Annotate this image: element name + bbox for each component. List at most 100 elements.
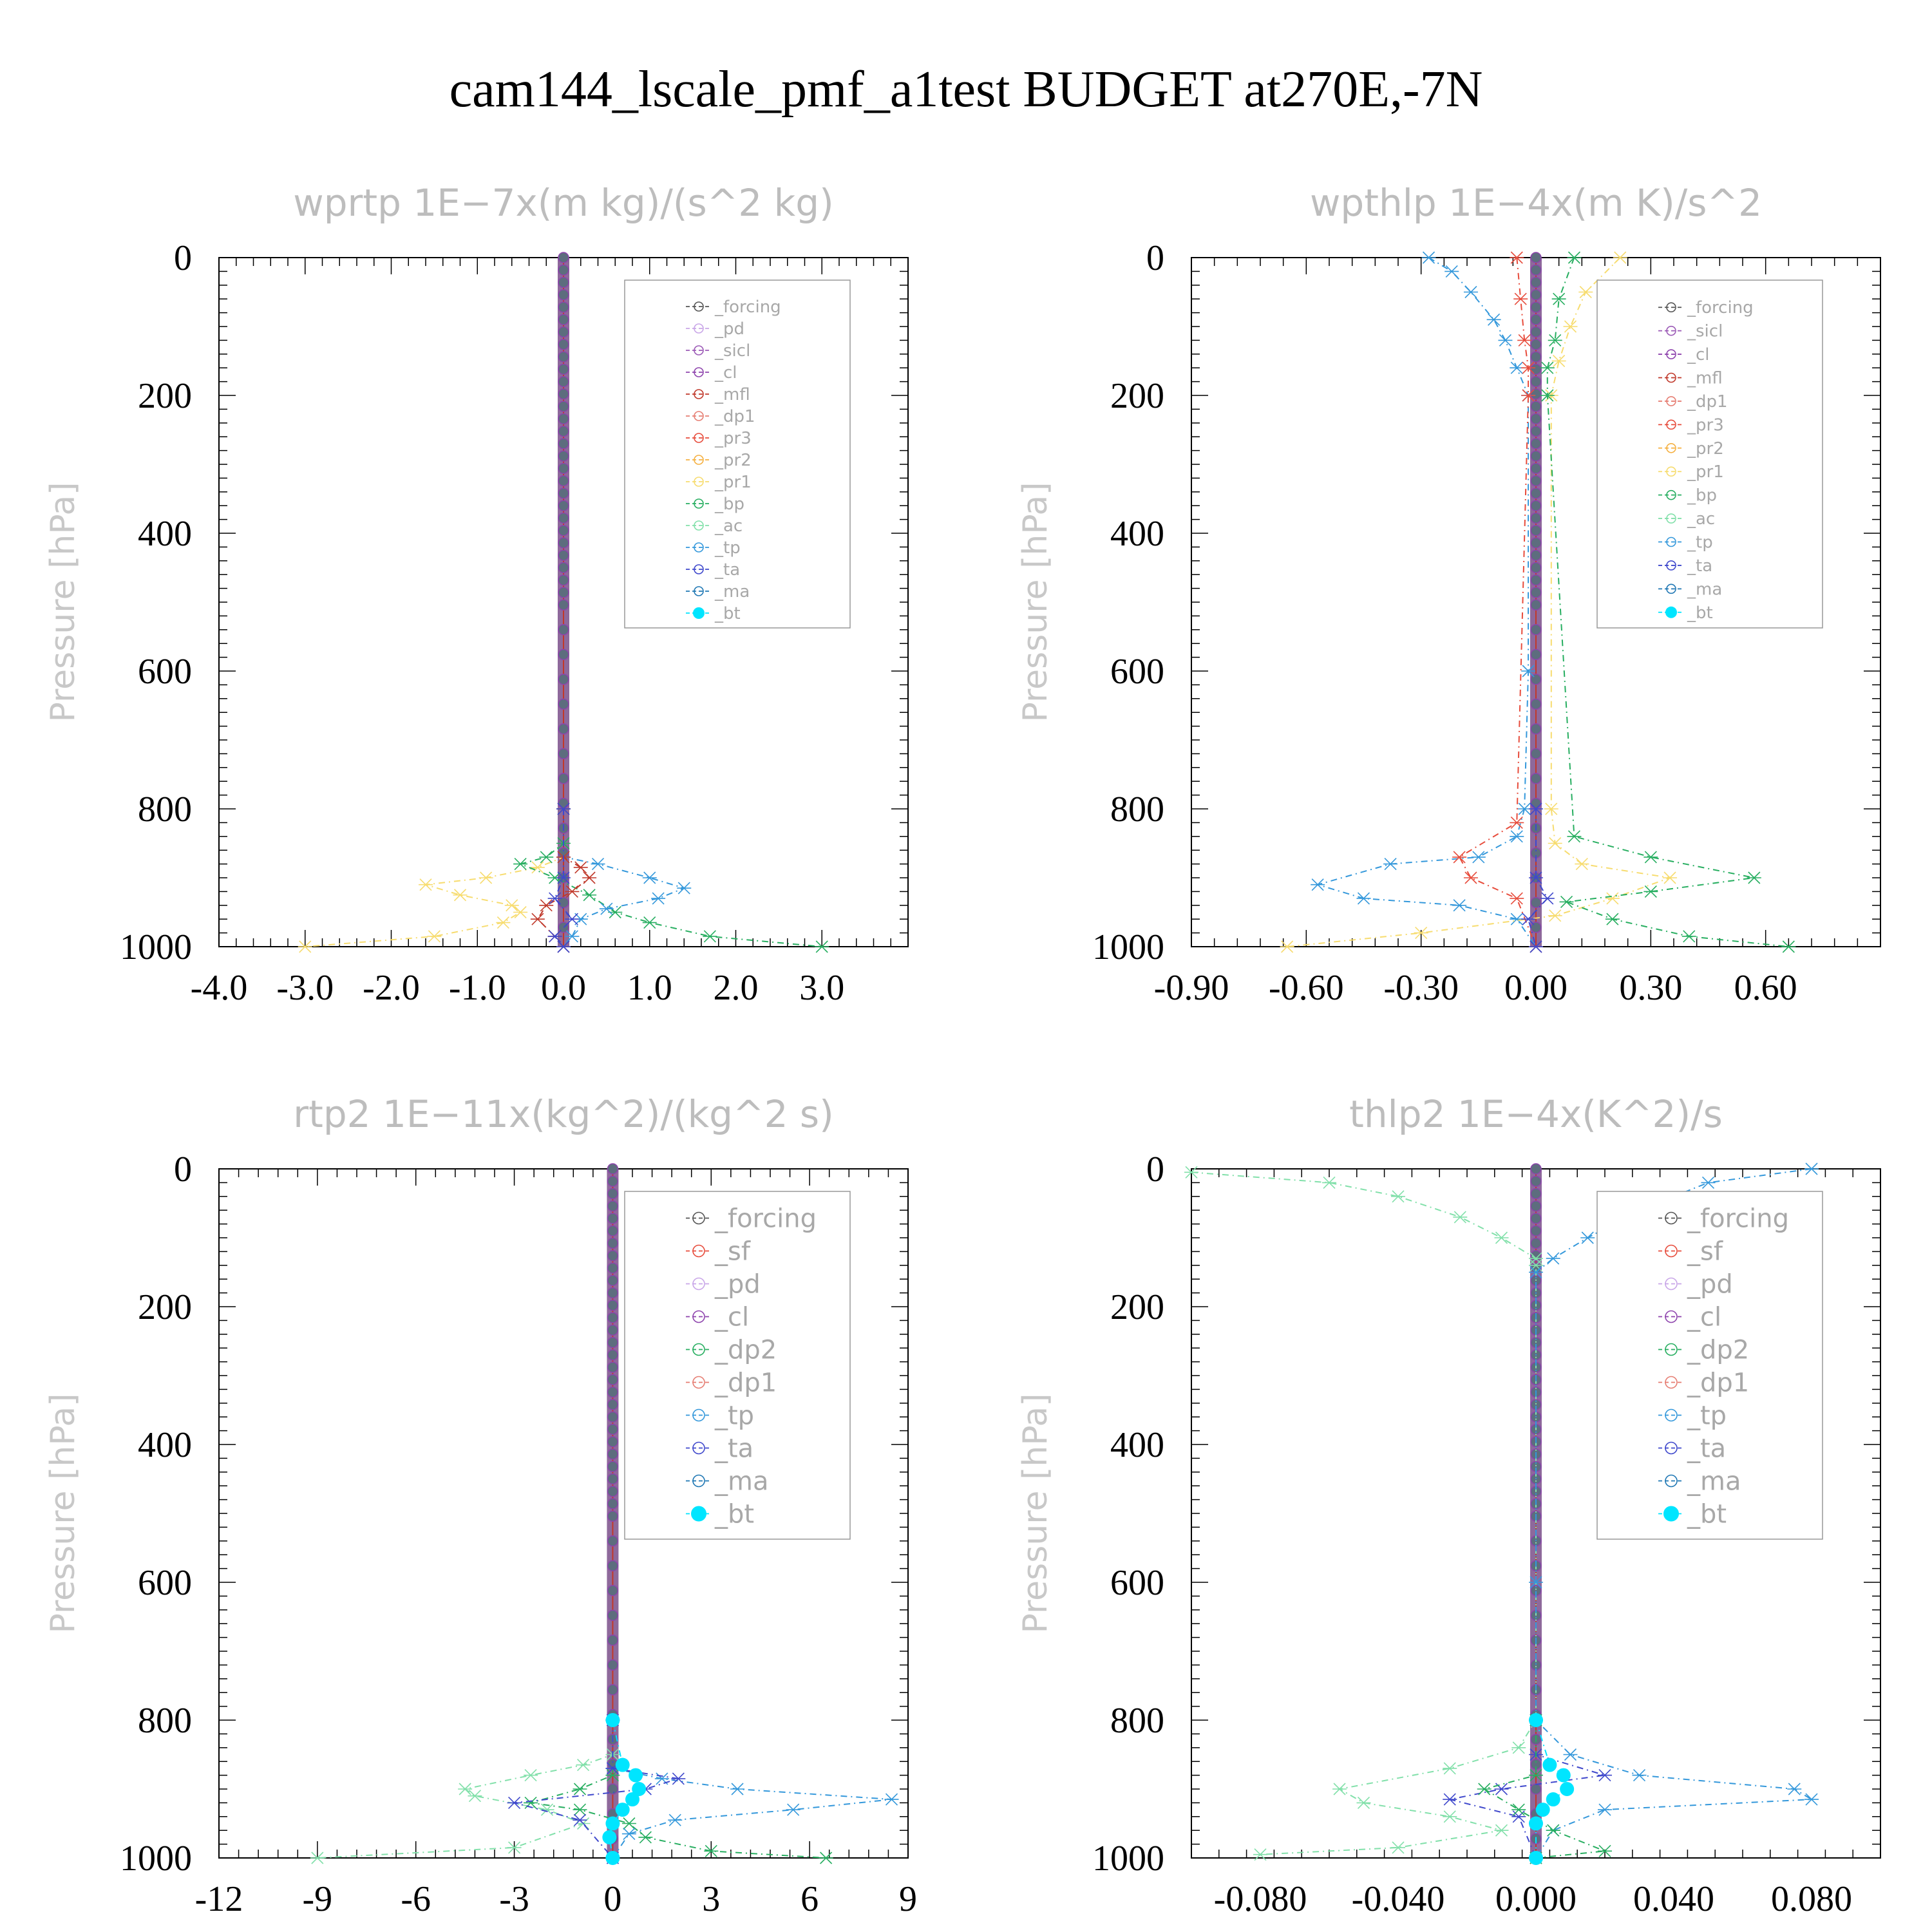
series-pr3 bbox=[1452, 251, 1543, 953]
zero-series-point bbox=[607, 1374, 619, 1386]
series-point bbox=[556, 802, 571, 815]
zero-series-point bbox=[558, 375, 569, 388]
series-point bbox=[1311, 878, 1325, 891]
series-point bbox=[1540, 389, 1555, 402]
legend-swatch-marker bbox=[694, 345, 704, 355]
zero-series-point bbox=[1530, 562, 1542, 574]
zero-series-point bbox=[558, 797, 569, 810]
series-point bbox=[1529, 1816, 1543, 1831]
series-line bbox=[1458, 257, 1537, 947]
legend-swatch-marker bbox=[1666, 442, 1676, 453]
legend-swatch-marker bbox=[1666, 302, 1676, 313]
zero-series-point bbox=[1530, 388, 1542, 400]
zero-series-point bbox=[558, 500, 569, 511]
series-point bbox=[1452, 851, 1467, 864]
x-tick-label: -0.30 bbox=[1383, 968, 1459, 1008]
legend-label: _pr1 bbox=[714, 473, 752, 492]
zero-series-point bbox=[607, 1213, 619, 1224]
legend-label: _ma bbox=[714, 1467, 768, 1497]
zero-series-point bbox=[1530, 1188, 1542, 1200]
legend-item: _forcing bbox=[686, 298, 781, 317]
series-point bbox=[565, 885, 580, 898]
zero-series-point bbox=[1530, 339, 1542, 350]
legend-swatch-marker bbox=[1665, 1310, 1678, 1323]
chart-panels: wprtp 1E−7x(m kg)/(s^2 kg) Pressure [hPa]… bbox=[44, 181, 1881, 1919]
series-point bbox=[602, 1830, 617, 1844]
legend-swatch-marker bbox=[1665, 606, 1677, 618]
legend-swatch-marker bbox=[1665, 1376, 1678, 1389]
zero-series-point bbox=[558, 425, 569, 437]
y-tick-label: 600 bbox=[1110, 652, 1164, 692]
zero-series-point bbox=[607, 1188, 619, 1200]
legend-item: _tp bbox=[1658, 533, 1713, 553]
zero-series-point bbox=[558, 401, 569, 412]
series-point bbox=[1494, 1783, 1509, 1795]
zero-series-point bbox=[1530, 276, 1542, 289]
series-point bbox=[677, 882, 692, 895]
series-point bbox=[565, 930, 580, 943]
y-tick-label: 1000 bbox=[1092, 1839, 1164, 1879]
legend-item: _pd bbox=[1658, 1270, 1733, 1300]
legend-item: _bt bbox=[1658, 1500, 1727, 1530]
legend-item: _ma bbox=[1658, 580, 1722, 599]
zero-series-point bbox=[607, 1435, 619, 1448]
legend-swatch-marker bbox=[1665, 1408, 1678, 1422]
zero-series-point bbox=[607, 1411, 619, 1423]
legend-swatch-marker bbox=[1666, 560, 1676, 571]
series-point bbox=[591, 858, 605, 871]
series-point bbox=[605, 1713, 620, 1727]
zero-series-point bbox=[558, 363, 569, 375]
x-tick-label: 9 bbox=[899, 1879, 917, 1919]
zero-series-point bbox=[558, 301, 569, 313]
series-point bbox=[1529, 802, 1543, 815]
legend-swatch-marker bbox=[1666, 489, 1676, 500]
zero-series-point bbox=[558, 599, 569, 611]
series-point bbox=[1391, 1190, 1405, 1203]
legend-swatch-marker bbox=[1666, 349, 1676, 359]
series-point bbox=[815, 940, 829, 953]
series-point bbox=[539, 899, 554, 912]
panel-title: wpthlp 1E−4x(m K)/s^2 bbox=[1310, 181, 1762, 225]
series-point bbox=[1529, 1769, 1543, 1782]
legend-swatch-marker bbox=[1665, 1441, 1678, 1455]
legend-label: _tp bbox=[1687, 1401, 1727, 1431]
series-bt bbox=[1529, 1713, 1575, 1865]
series-point bbox=[1567, 830, 1582, 843]
legend-label: _dp1 bbox=[1687, 1368, 1749, 1398]
legend-item: _sf bbox=[686, 1237, 751, 1267]
series-dp1 bbox=[1184, 1166, 1543, 1861]
series-point bbox=[1546, 1792, 1560, 1807]
series-point bbox=[427, 930, 442, 943]
zero-series-point bbox=[1530, 301, 1542, 313]
legend-box bbox=[624, 1191, 851, 1540]
legend-item: _cl bbox=[686, 1303, 749, 1332]
series-point bbox=[539, 851, 554, 864]
series-dp2 bbox=[524, 1714, 833, 1864]
y-tick-label: 400 bbox=[138, 1425, 192, 1465]
zero-series-point bbox=[1530, 512, 1542, 524]
x-tick-label: -0.90 bbox=[1154, 968, 1229, 1008]
y-tick-label: 1000 bbox=[1092, 927, 1164, 967]
series-point bbox=[1632, 1769, 1647, 1782]
y-tick-label: 800 bbox=[1110, 1701, 1164, 1741]
zero-series-point bbox=[1530, 500, 1542, 511]
legend-label: _bt bbox=[1687, 1500, 1727, 1530]
series-line bbox=[1315, 257, 1537, 947]
legend-label: _sf bbox=[1687, 1237, 1723, 1267]
legend-label: _tp bbox=[714, 1401, 754, 1431]
series-point bbox=[704, 1844, 719, 1857]
legend-swatch-marker bbox=[1665, 1277, 1678, 1291]
zero-series-point bbox=[558, 475, 569, 487]
series-point bbox=[573, 861, 588, 874]
zero-series-point bbox=[558, 698, 569, 710]
legend-item: _sicl bbox=[1658, 322, 1723, 341]
legend-item: _bt bbox=[686, 1500, 754, 1530]
zero-series-point bbox=[1530, 599, 1542, 611]
zero-series-point bbox=[607, 1609, 619, 1622]
series-point bbox=[884, 1793, 899, 1806]
series-point bbox=[478, 871, 493, 884]
series-point bbox=[1280, 940, 1294, 953]
series-point bbox=[573, 1783, 587, 1795]
zero-series-point bbox=[558, 289, 569, 301]
zero-series-point bbox=[558, 574, 569, 586]
